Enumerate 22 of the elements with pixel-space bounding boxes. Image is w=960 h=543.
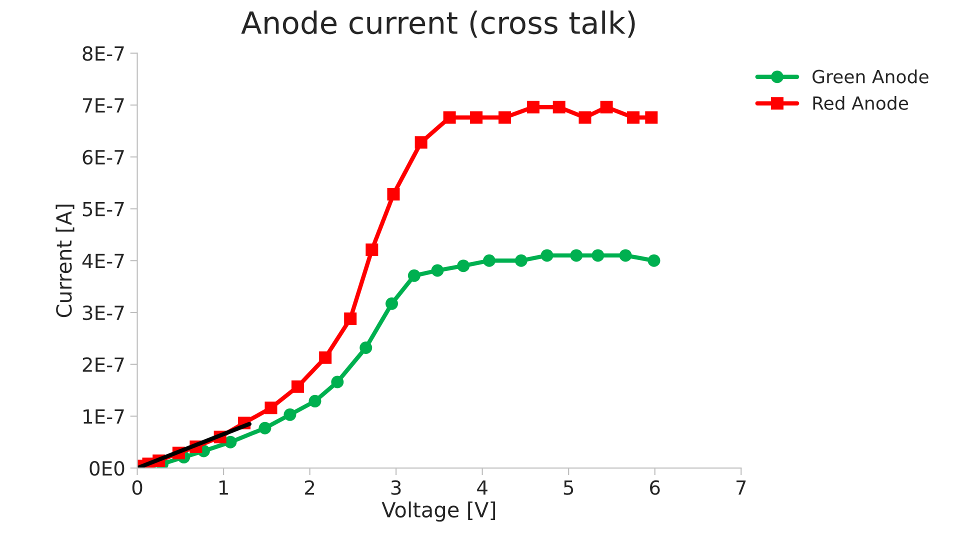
x-tick-label: 7 — [736, 480, 746, 495]
y-tick-label: 5E-7 — [82, 202, 124, 216]
x-axis-title: Voltage [V] — [382, 501, 496, 522]
y-tick-label: 0E0 — [90, 461, 124, 476]
y-tick-label: 8E-7 — [82, 46, 124, 61]
y-tick-label: 7E-7 — [83, 98, 124, 112]
x-tick-label: 0 — [132, 480, 142, 495]
x-tick-label: 2 — [305, 480, 314, 495]
x-tick-label: 3 — [391, 480, 401, 495]
y-tick-label: 4E-7 — [82, 254, 124, 268]
legend-label: Green Anode — [812, 69, 928, 84]
y-tick-label: 6E-7 — [82, 150, 124, 165]
x-tick-label: 4 — [477, 480, 488, 495]
x-tick-label: 1 — [219, 480, 228, 495]
x-tick-label: 6 — [650, 480, 660, 495]
legend-label: Red Anode — [813, 96, 908, 110]
y-tick-label: 2E-7 — [82, 357, 124, 372]
y-tick-label: 3E-7 — [82, 305, 124, 320]
y-tick-label: 1E-7 — [84, 409, 124, 424]
chart-title: Anode current (cross talk) — [241, 10, 635, 38]
x-tick-label: 5 — [564, 480, 574, 495]
y-axis-title: Current [A] — [56, 204, 74, 318]
